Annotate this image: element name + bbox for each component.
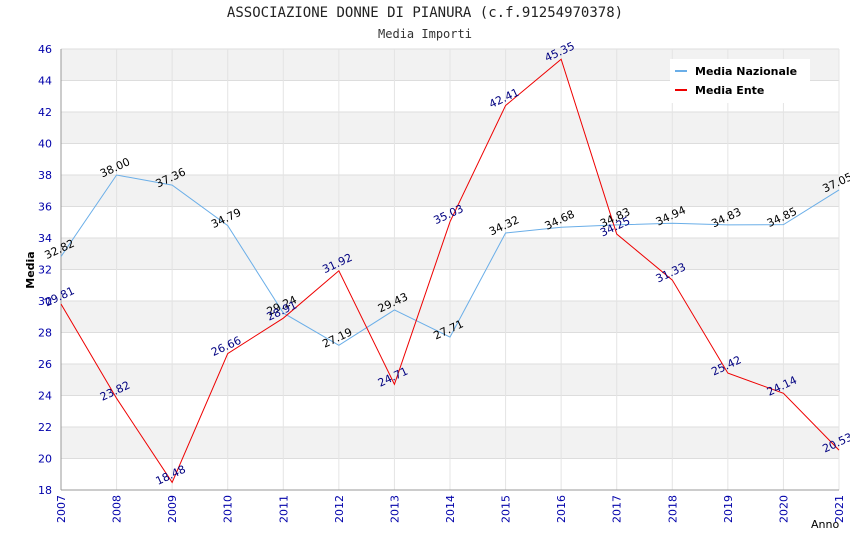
data-label: 34.68: [543, 208, 577, 233]
y-tick-label: 28: [38, 327, 52, 340]
data-label: 42.41: [487, 86, 521, 111]
y-axis-label: Media: [24, 251, 37, 288]
y-tick-label: 24: [38, 390, 52, 403]
x-tick-label: 2021: [833, 495, 846, 523]
y-tick-label: 30: [38, 295, 52, 308]
series-line-0: [60, 174, 840, 346]
x-tick-label: 2015: [500, 495, 513, 523]
y-tick-label: 20: [38, 453, 52, 466]
x-tick-label: 2017: [611, 495, 624, 523]
y-tick-label: 40: [38, 138, 52, 151]
x-tick-label: 2013: [388, 495, 401, 523]
data-label: 18.48: [154, 463, 188, 488]
legend-label: Media Ente: [695, 84, 764, 97]
x-tick-label: 2012: [333, 495, 346, 523]
chart-title: ASSOCIAZIONE DONNE DI PIANURA (c.f.91254…: [226, 5, 624, 21]
x-tick-label: 2007: [55, 495, 68, 523]
y-tick-label: 36: [38, 201, 52, 214]
x-tick-label: 2008: [111, 495, 124, 523]
data-label: 34.94: [654, 203, 688, 228]
y-tick-label: 32: [38, 264, 52, 277]
y-tick-label: 46: [38, 43, 52, 56]
x-tick-label: 2009: [166, 495, 179, 523]
x-tick-label: 2018: [666, 495, 679, 523]
y-tick-label: 26: [38, 358, 52, 371]
y-tick-label: 34: [38, 232, 52, 245]
x-tick-label: 2016: [555, 495, 568, 523]
y-tick-label: 22: [38, 421, 52, 434]
x-tick-label: 2019: [722, 495, 735, 523]
x-tick-label: 2011: [277, 495, 290, 523]
x-axis-label: Anno: [811, 518, 839, 531]
legend-label: Media Nazionale: [695, 65, 797, 78]
x-tick-label: 2014: [444, 495, 457, 523]
data-label: 34.85: [765, 205, 799, 230]
data-label: 34.79: [209, 206, 243, 231]
legend: [670, 59, 810, 103]
y-tick-label: 38: [38, 169, 52, 182]
data-label: 34.32: [487, 213, 521, 238]
y-tick-label: 44: [38, 75, 52, 88]
y-tick-label: 42: [38, 106, 52, 119]
x-tick-label: 2020: [777, 495, 790, 523]
series-line-1: [60, 58, 840, 484]
x-tick-label: 2010: [222, 495, 235, 523]
y-tick-label: 18: [38, 484, 52, 497]
data-label: 34.83: [709, 205, 743, 230]
chart-subtitle: Media Importi: [378, 27, 472, 41]
data-label: 26.66: [209, 334, 243, 359]
